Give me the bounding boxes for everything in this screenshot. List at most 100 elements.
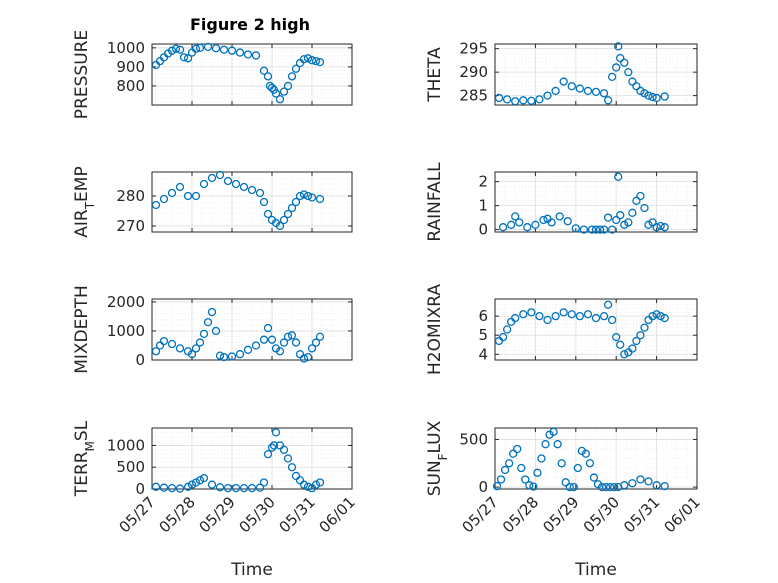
data-point <box>644 91 653 100</box>
data-point <box>502 325 512 334</box>
data-point <box>255 483 265 492</box>
data-point <box>535 95 544 104</box>
data-point <box>303 352 313 362</box>
y-tick-label: 270 <box>116 217 145 235</box>
data-point <box>498 332 508 342</box>
y-tick-label: 295 <box>459 40 488 58</box>
data-point <box>227 352 237 361</box>
data-point <box>507 220 516 229</box>
data-point <box>603 96 613 105</box>
data-point <box>315 478 325 487</box>
data-point <box>283 332 293 341</box>
data-point <box>191 344 201 353</box>
data-point <box>259 197 269 207</box>
data-point <box>553 440 562 449</box>
axes-box <box>494 298 698 361</box>
data-point <box>167 46 177 55</box>
data-point <box>283 209 293 219</box>
y-tick-label: 4 <box>478 345 488 363</box>
y-tick-label: 1000 <box>107 39 145 57</box>
data-point <box>311 338 321 347</box>
data-point <box>660 313 669 323</box>
y-tick-label: 6 <box>478 307 488 325</box>
data-point <box>239 182 249 192</box>
data-point <box>567 82 576 91</box>
x-axis-label: Time <box>574 560 617 580</box>
data-point <box>557 459 566 468</box>
data-point <box>660 481 669 491</box>
data-point <box>660 92 669 101</box>
data-point <box>502 95 512 104</box>
data-point <box>299 190 309 199</box>
data-point <box>494 93 504 103</box>
data-point <box>565 482 574 492</box>
data-point <box>539 215 548 225</box>
y-tick-label: 280 <box>116 187 145 205</box>
data-point <box>283 454 293 463</box>
data-point <box>608 72 617 81</box>
y-tick-label: 285 <box>459 87 488 105</box>
data-point <box>279 87 289 96</box>
data-point <box>159 336 169 346</box>
data-point <box>167 339 177 349</box>
data-point <box>279 445 289 454</box>
data-point <box>315 332 325 341</box>
axes-5: 0 1000 2000 MIXDEPTH <box>72 285 353 374</box>
data-point <box>307 344 317 353</box>
data-point <box>311 57 321 66</box>
data-point <box>525 481 534 490</box>
data-point <box>591 225 601 234</box>
data-point <box>263 449 273 459</box>
data-point <box>513 444 522 454</box>
data-point <box>287 331 297 340</box>
data-point <box>567 310 576 319</box>
data-point <box>636 86 645 96</box>
data-point <box>549 427 558 436</box>
data-point <box>251 341 261 350</box>
data-point <box>608 225 617 234</box>
data-point <box>175 344 185 353</box>
data-point <box>644 220 653 229</box>
data-point <box>203 318 213 327</box>
data-point <box>591 87 601 97</box>
data-point <box>620 481 629 490</box>
data-point <box>660 223 669 232</box>
data-point <box>275 221 285 231</box>
y-tick-label: 0 <box>135 480 145 498</box>
y-tick-label: 0 <box>478 221 488 239</box>
data-point <box>275 347 285 356</box>
axes-box <box>151 171 353 233</box>
data-point <box>207 307 217 317</box>
y-tick-label: 900 <box>116 58 145 76</box>
data-point <box>589 473 599 482</box>
axes-box <box>151 43 353 106</box>
axes-box <box>494 43 698 106</box>
data-point <box>239 483 249 493</box>
data-point <box>199 329 209 339</box>
data-point <box>247 185 257 195</box>
data-point <box>652 310 661 319</box>
data-point <box>279 215 289 225</box>
data-point <box>608 315 617 325</box>
data-point <box>541 440 550 449</box>
axes-box <box>494 427 698 490</box>
data-point <box>648 218 657 227</box>
y-axis-label: TERRMSL <box>72 420 97 497</box>
data-point <box>259 335 269 344</box>
data-point <box>195 338 205 347</box>
data-point <box>515 218 524 227</box>
y-axis-label: AIRTEMP <box>72 166 97 237</box>
data-point <box>587 225 597 234</box>
data-point <box>559 308 568 317</box>
data-point <box>644 477 653 486</box>
data-point <box>291 64 301 73</box>
data-point <box>211 44 221 53</box>
data-point <box>187 480 197 489</box>
data-point <box>648 312 657 321</box>
axes-3: 270 280 AIRTEMP <box>72 166 353 238</box>
data-point <box>656 221 665 231</box>
data-point <box>597 482 607 492</box>
data-point <box>243 345 253 354</box>
data-point <box>235 48 245 57</box>
